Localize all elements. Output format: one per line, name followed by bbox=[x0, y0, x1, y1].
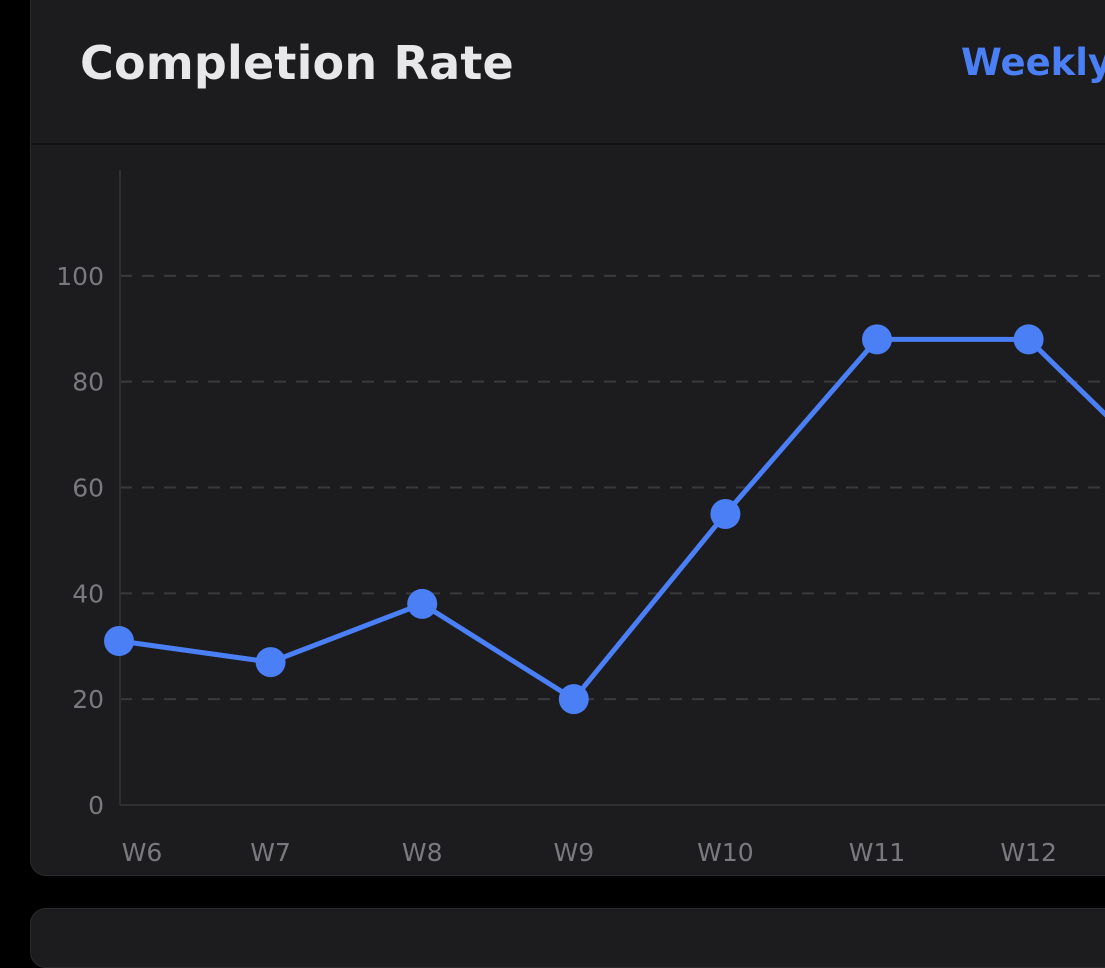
data-point bbox=[558, 684, 589, 715]
data-point bbox=[862, 324, 892, 355]
data-point bbox=[104, 625, 134, 656]
y-tick-label: 20 bbox=[72, 685, 104, 714]
next-card-edge bbox=[30, 908, 1105, 968]
grid-layer bbox=[120, 274, 1105, 701]
y-tick-label: 80 bbox=[72, 368, 104, 397]
axis-layer bbox=[119, 170, 1105, 806]
y-tick-label: 0 bbox=[88, 791, 104, 820]
x-tick-label: W6 bbox=[122, 838, 163, 867]
completion-rate-chart: 0 20 40 60 80 100 W6 W7 W8 W9 W10 W11 W12 bbox=[56, 170, 1105, 867]
data-point bbox=[407, 588, 438, 619]
data-point bbox=[1013, 324, 1044, 355]
y-tick-label: 40 bbox=[72, 579, 104, 608]
y-tick-label: 60 bbox=[72, 474, 104, 503]
y-tick-label: 100 bbox=[56, 262, 104, 291]
series-line bbox=[116, 336, 1105, 702]
x-tick-label: W9 bbox=[553, 838, 594, 867]
point-layer bbox=[104, 324, 1044, 715]
x-tick-label: W7 bbox=[250, 838, 291, 867]
data-point bbox=[710, 498, 741, 529]
x-tick-label: W12 bbox=[1000, 838, 1057, 867]
x-tick-label: W11 bbox=[849, 838, 906, 867]
x-tick-label: W10 bbox=[697, 838, 754, 867]
label-layer: 0 20 40 60 80 100 W6 W7 W8 W9 W10 W11 W12 bbox=[56, 262, 1057, 867]
completion-rate-card: Completion Rate Weekly bbox=[30, 0, 1105, 876]
x-tick-label: W8 bbox=[402, 838, 443, 867]
card-header: Completion Rate Weekly bbox=[31, 0, 1105, 145]
line-layer bbox=[116, 336, 1105, 702]
data-point bbox=[255, 647, 286, 678]
weekly-range-button[interactable]: Weekly bbox=[961, 41, 1105, 84]
card-title: Completion Rate bbox=[80, 36, 514, 90]
